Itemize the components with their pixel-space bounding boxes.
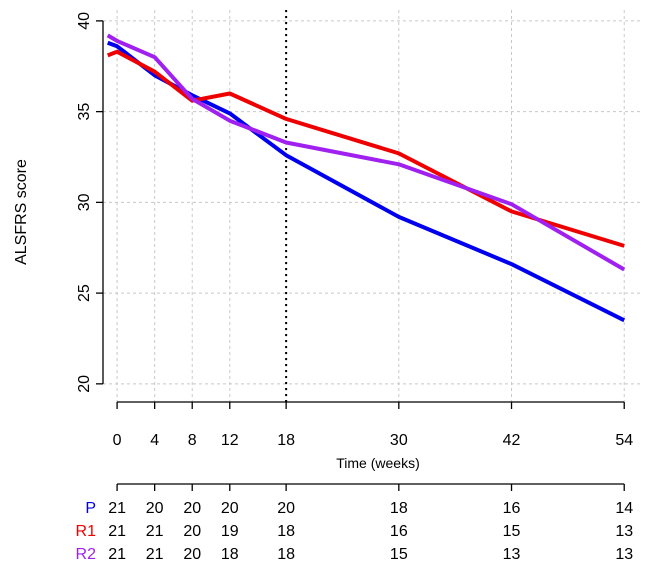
risk-cell: 20	[146, 500, 164, 517]
risk-cell: 20	[183, 523, 201, 540]
x-tick-label: 12	[221, 432, 239, 449]
risk-cell: 18	[277, 546, 295, 563]
y-tick-label: 35	[76, 103, 93, 121]
risk-cell: 18	[390, 500, 408, 517]
axes	[102, 20, 625, 403]
x-tick-label: 8	[188, 432, 197, 449]
x-tick-label: 18	[277, 432, 295, 449]
x-tick-label: 30	[390, 432, 408, 449]
risk-cell: 14	[615, 500, 633, 517]
grid-lines	[103, 10, 643, 402]
y-tick-label: 20	[76, 375, 93, 393]
risk-cell: 16	[390, 523, 408, 540]
risk-cell: 15	[390, 546, 408, 563]
risk-cell: 20	[221, 500, 239, 517]
x-axis-ticks: 0 4 8 12 18 30 42 54	[113, 402, 633, 449]
y-tick-label: 40	[76, 12, 93, 30]
risk-cell: 20	[183, 500, 201, 517]
risk-cell: 21	[146, 523, 164, 540]
risk-cell: 20	[183, 546, 201, 563]
x-tick-label: 42	[503, 432, 521, 449]
x-axis-title: Time (weeks)	[336, 455, 420, 471]
risk-cell: 21	[146, 546, 164, 563]
risk-cell: 18	[221, 546, 239, 563]
risk-row-label: R2	[76, 546, 97, 563]
risk-cell: 16	[503, 500, 521, 517]
y-tick-label: 30	[76, 193, 93, 211]
risk-cell: 18	[277, 523, 295, 540]
series-line-r1	[106, 49, 625, 248]
risk-cell: 13	[615, 546, 633, 563]
x-tick-label: 0	[113, 432, 122, 449]
x-tick-label: 54	[615, 432, 633, 449]
y-axis-title: ALSFRS score	[13, 159, 30, 265]
risk-cell: 20	[277, 500, 295, 517]
risk-cell: 21	[108, 500, 126, 517]
risk-cell: 21	[108, 546, 126, 563]
risk-cell: 15	[503, 523, 521, 540]
risk-table: P 21 20 20 20 20 18 16 14 R1 21 21 20 19 18 16 15 13 R2 21 2…	[76, 500, 634, 563]
risk-cell: 13	[503, 546, 521, 563]
risk-cell: 21	[108, 523, 126, 540]
series-line-p	[106, 40, 626, 323]
risk-table-axis	[116, 483, 625, 491]
series-lines	[106, 33, 626, 323]
series-line-r2	[106, 33, 626, 272]
risk-row-label: R1	[76, 523, 97, 540]
x-tick-label: 4	[150, 432, 159, 449]
risk-cell: 13	[615, 523, 633, 540]
risk-cell: 19	[221, 523, 239, 540]
risk-row-label: P	[85, 500, 96, 517]
y-tick-label: 25	[76, 284, 93, 302]
y-axis-ticks: 20 25 30 35 40	[76, 12, 103, 393]
